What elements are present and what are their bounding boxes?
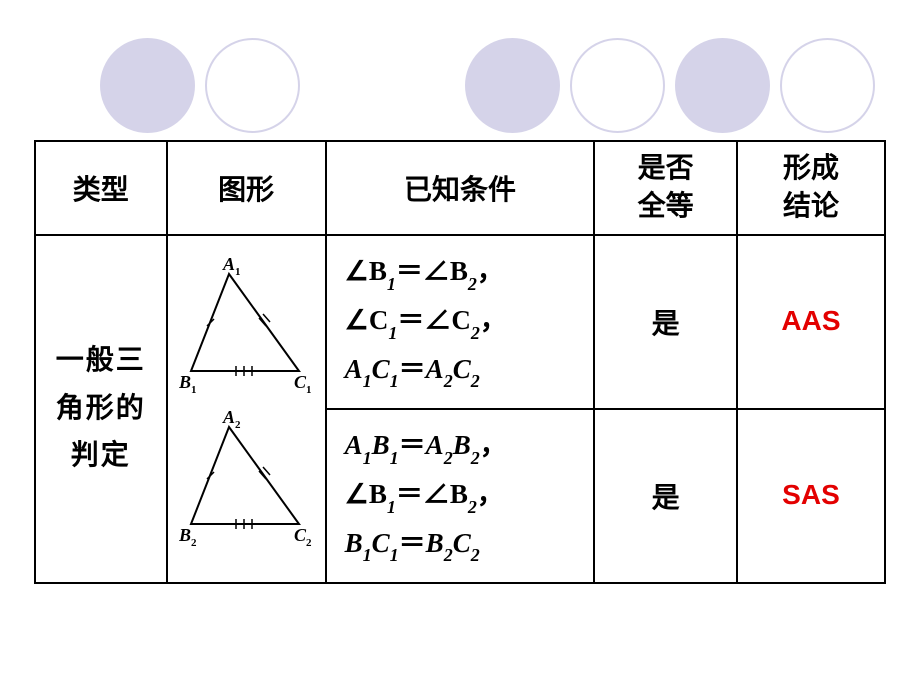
header-conclusion-l1: 形成 (783, 153, 839, 184)
r2c1a: A (345, 430, 363, 460)
t1-A-sub: 1 (235, 266, 241, 278)
r1c1s2: 2 (468, 274, 477, 294)
triangle-2-svg: A2 B2 C2 (179, 409, 314, 554)
header-congruent-l2: 全等 (638, 191, 694, 222)
r2c2s2: 2 (468, 497, 477, 517)
r2c2s1: 1 (387, 497, 396, 517)
r1c2s2: 2 (471, 323, 480, 343)
header-conclusion: 形成 结论 (737, 141, 885, 235)
table: 类型 图形 已知条件 是否 全等 形成 结论 一般三 角形的 判定 (34, 140, 886, 584)
r1c3s4: 2 (471, 371, 480, 391)
t2-B: B (179, 525, 191, 545)
r2c2end: ， (477, 479, 504, 509)
svg-text:C1: C1 (294, 372, 312, 396)
condition-cell-1: ∠B1＝∠B2， ∠C1＝∠C2， A1C1＝A2C2 (326, 235, 595, 409)
type-cell: 一般三 角形的 判定 (35, 235, 167, 583)
r2c2a: ∠B (345, 479, 387, 509)
r2c1d: B (453, 430, 471, 460)
r1c3b: C (372, 354, 390, 384)
r2c3c: B (426, 528, 444, 558)
triangle-1-svg: A1 B1 C1 (179, 256, 314, 401)
circle-1 (100, 38, 195, 133)
r2c1s2: 1 (390, 448, 399, 468)
r1c3s1: 1 (363, 371, 372, 391)
r2c1end: ， (480, 430, 507, 460)
r1c2eq: ＝ (397, 305, 424, 335)
svg-text:B1: B1 (179, 372, 197, 396)
shape-cell: A1 B1 C1 A2 B2 C2 (167, 235, 326, 583)
t2-A: A (222, 409, 235, 427)
t2-C-sub: 2 (306, 537, 312, 549)
conclusion-cell-2: SAS (737, 409, 885, 583)
header-type: 类型 (35, 141, 167, 235)
r1c1b: ∠B (423, 256, 468, 286)
congruent-cell-1: 是 (594, 235, 737, 409)
header-conclusion-l2: 结论 (783, 191, 839, 222)
type-l3: 判定 (71, 440, 131, 471)
type-l1: 一般三 (56, 345, 146, 376)
t1-B-sub: 1 (191, 384, 197, 396)
r1c3eq: ＝ (399, 354, 426, 384)
congruence-table: 类型 图形 已知条件 是否 全等 形成 结论 一般三 角形的 判定 (34, 140, 886, 584)
t1-A: A (222, 256, 235, 274)
r1c3s3: 2 (444, 371, 453, 391)
t1-B: B (179, 372, 191, 392)
r2c1s3: 2 (444, 448, 453, 468)
svg-text:B2: B2 (179, 525, 197, 549)
conclusion-2: SAS (782, 479, 840, 510)
t2-A-sub: 2 (235, 419, 241, 431)
r1c2b: ∠C (424, 305, 471, 335)
conclusion-cell-1: AAS (737, 235, 885, 409)
decorative-circles (0, 28, 920, 138)
t2-B-sub: 2 (191, 537, 197, 549)
r2c1s1: 1 (363, 448, 372, 468)
t1-C-sub: 1 (306, 384, 312, 396)
r1c2a: ∠C (345, 305, 389, 335)
svg-text:A1: A1 (222, 256, 241, 278)
circle-2 (205, 38, 300, 133)
r2c3s1: 1 (363, 545, 372, 565)
header-shape: 图形 (167, 141, 326, 235)
r2c1c: A (426, 430, 444, 460)
header-row: 类型 图形 已知条件 是否 全等 形成 结论 (35, 141, 885, 235)
circle-4 (570, 38, 665, 133)
r1c1a: ∠B (345, 256, 387, 286)
table-row-1: 一般三 角形的 判定 A1 B1 C1 (35, 235, 885, 409)
r1c1eq: ＝ (396, 256, 423, 286)
circle-5 (675, 38, 770, 133)
r2c1eq: ＝ (399, 430, 426, 460)
header-congruent: 是否 全等 (594, 141, 737, 235)
congruent-cell-2: 是 (594, 409, 737, 583)
r2c3b: C (372, 528, 390, 558)
r1c3c: A (426, 354, 444, 384)
svg-text:C2: C2 (294, 525, 312, 549)
r2c3s3: 2 (444, 545, 453, 565)
r1c1end: ， (477, 256, 504, 286)
circle-3 (465, 38, 560, 133)
conclusion-1: AAS (781, 305, 840, 336)
circle-6 (780, 38, 875, 133)
r1c1s1: 1 (387, 274, 396, 294)
header-congruent-l1: 是否 (638, 153, 694, 184)
r2c2b: ∠B (423, 479, 468, 509)
header-condition: 已知条件 (326, 141, 595, 235)
r2c1s4: 2 (471, 448, 480, 468)
condition-cell-2: A1B1＝A2B2， ∠B1＝∠B2， B1C1＝B2C2 (326, 409, 595, 583)
r1c2end: ， (480, 305, 507, 335)
r2c3s4: 2 (471, 545, 480, 565)
r1c3s2: 1 (390, 371, 399, 391)
type-l2: 角形的 (56, 393, 146, 424)
r2c3a: B (345, 528, 363, 558)
r2c2eq: ＝ (396, 479, 423, 509)
r1c3d: C (453, 354, 471, 384)
r2c3s2: 1 (390, 545, 399, 565)
svg-text:A2: A2 (222, 409, 241, 431)
r1c3a: A (345, 354, 363, 384)
r2c1b: B (372, 430, 390, 460)
r2c3d: C (453, 528, 471, 558)
r2c3eq: ＝ (399, 528, 426, 558)
r1c2s1: 1 (388, 323, 397, 343)
